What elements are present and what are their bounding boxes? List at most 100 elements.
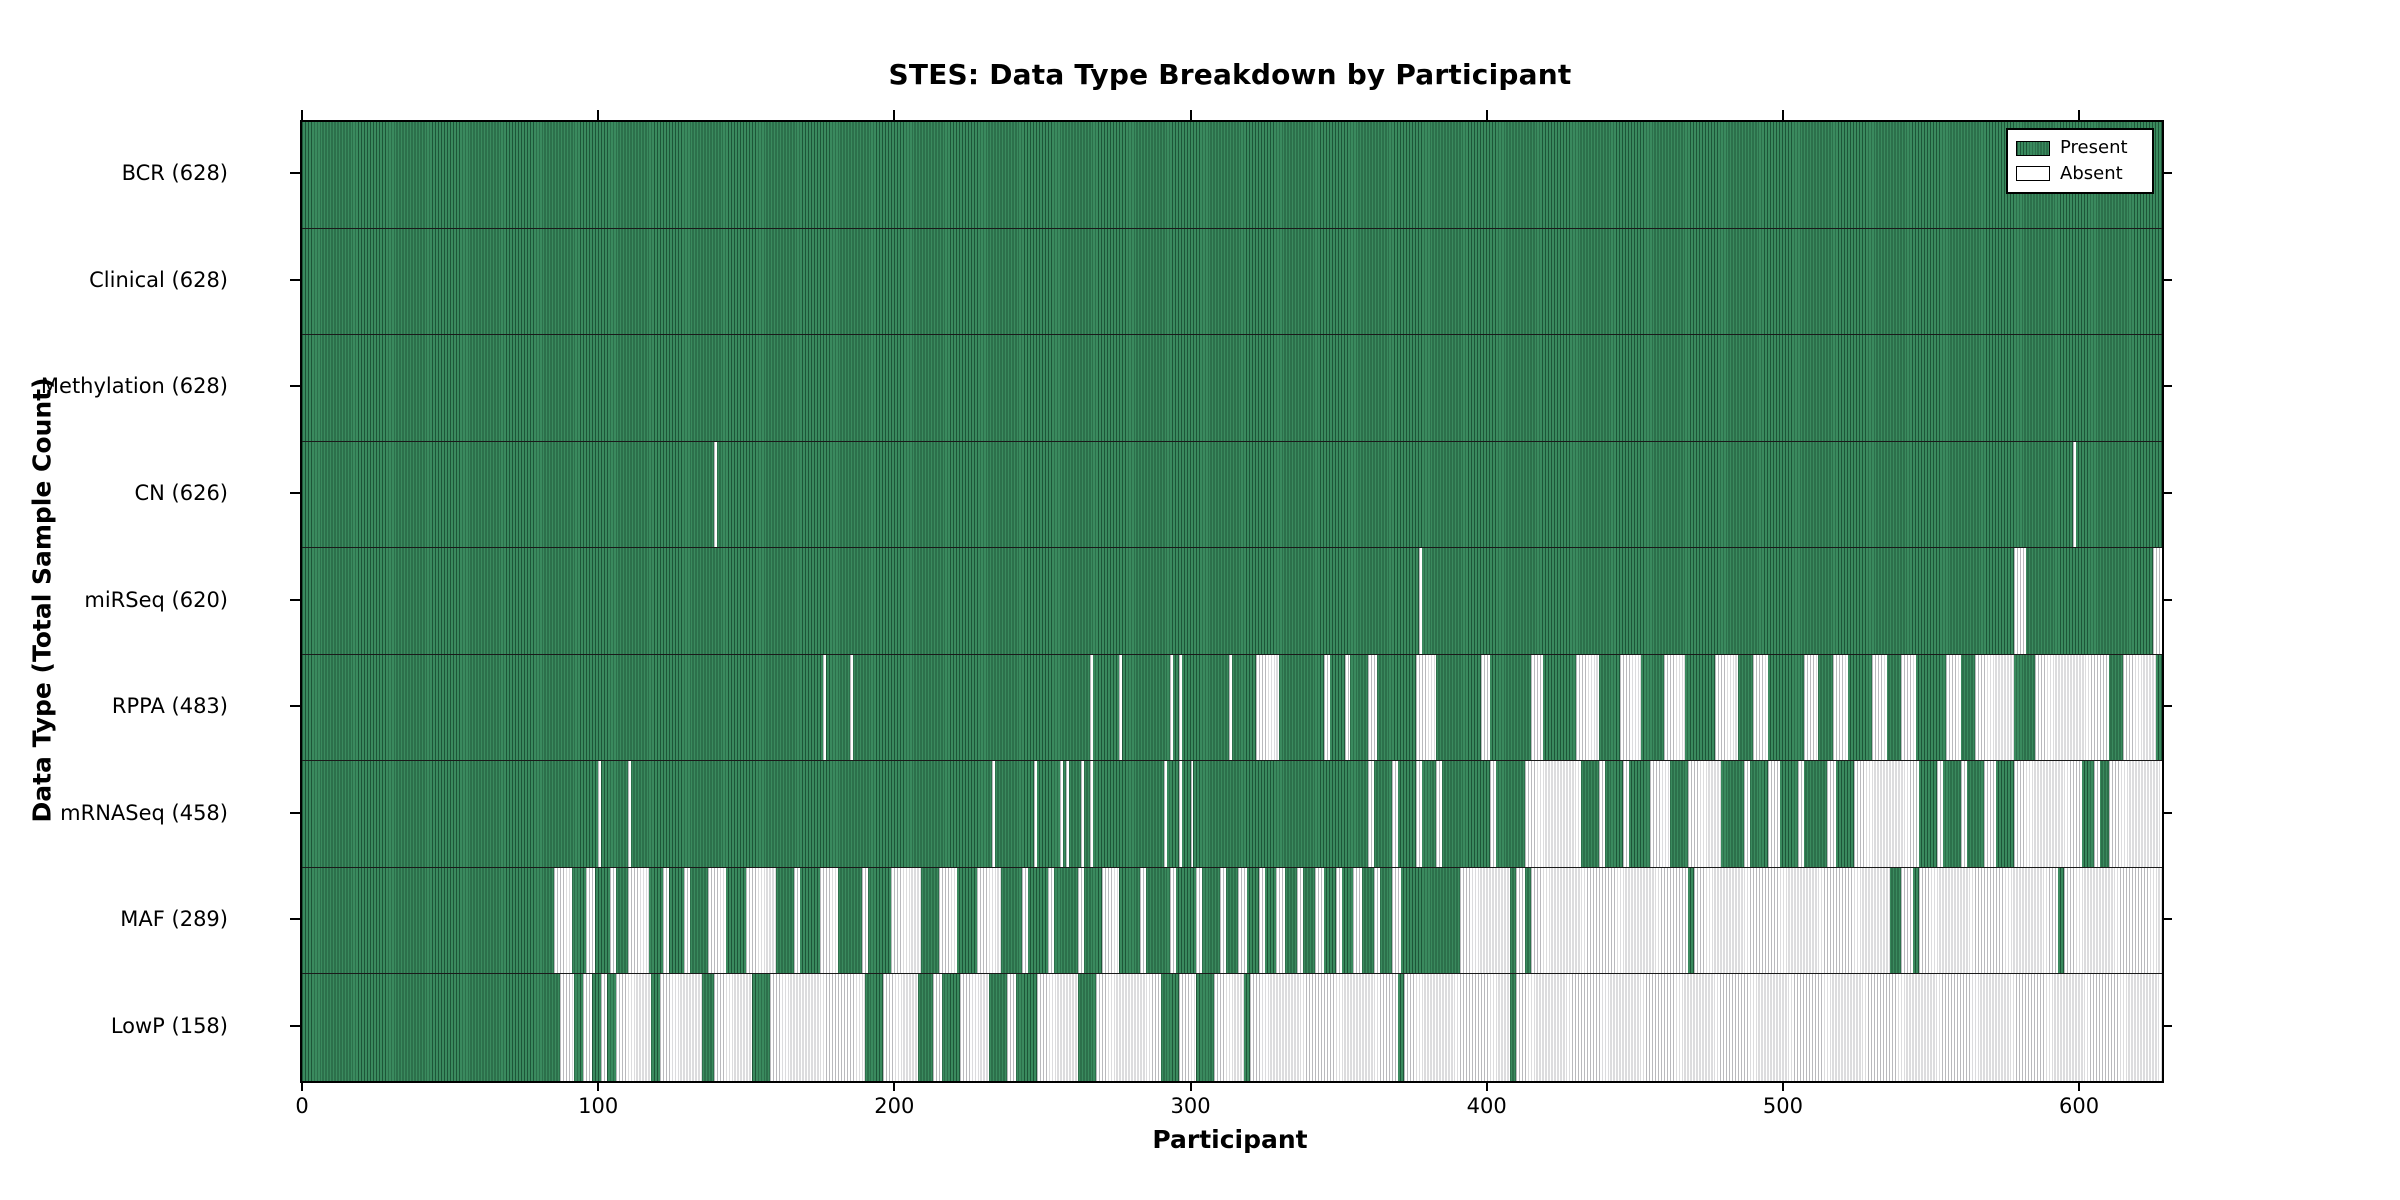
absent-segment (2034, 654, 2109, 761)
absent-segment (1403, 974, 1511, 1081)
present-swatch-icon (2016, 140, 2050, 156)
absent-segment (1415, 654, 1437, 761)
absent-segment (2123, 654, 2157, 761)
chart-title: STES: Data Type Breakdown by Participant (888, 58, 1572, 91)
x-tick-label-200: 200 (874, 1094, 915, 1118)
absent-segment (1255, 654, 1280, 761)
absent-segment (1531, 654, 1543, 761)
absent-segment (1871, 654, 1887, 761)
y-tick-mark (290, 811, 300, 814)
y-tick-label-mrnaseq: mRNASeq (458) (60, 800, 228, 825)
absent-segment (992, 761, 996, 867)
y-tick-label-bcr: BCR (628) (121, 161, 228, 186)
absent-segment (1516, 867, 1526, 974)
absent-segment (707, 867, 726, 974)
x-tick-mark (2078, 110, 2081, 120)
absent-segment (1975, 654, 2014, 761)
y-tick-mark (2162, 278, 2172, 281)
absent-segment (1803, 654, 1819, 761)
present-bars (302, 654, 2162, 761)
absent-segment (610, 867, 616, 974)
absent-segment (823, 654, 827, 761)
absent-segment (1169, 654, 1173, 761)
x-tick-mark (301, 110, 303, 120)
absent-segment (1101, 867, 1120, 974)
x-tick-mark (597, 110, 600, 120)
absent-segment (1714, 654, 1739, 761)
y-tick-mark (290, 1024, 300, 1027)
absent-segment (684, 867, 690, 974)
absent-segment (1622, 761, 1629, 867)
legend-entry-absent: Absent (2016, 164, 2144, 183)
absent-segment (1960, 761, 1967, 867)
legend-entry-present: Present (2016, 139, 2144, 157)
absent-segment (1694, 867, 1890, 974)
absent-segment (583, 974, 593, 1081)
row-clinical (302, 228, 2162, 336)
y-tick-mark (2162, 385, 2172, 388)
absent-segment (2073, 441, 2077, 548)
row-methylation (302, 335, 2162, 442)
y-tick-mark (290, 385, 300, 388)
absent-segment (598, 761, 602, 867)
absent-segment (2013, 761, 2083, 867)
absent-segment (627, 761, 631, 867)
absent-segment (977, 867, 1001, 974)
absent-segment (1531, 867, 1689, 974)
x-axis-title: Participant (1152, 1125, 1308, 1154)
absent-segment (1599, 761, 1606, 867)
absent-segment (1768, 761, 1780, 867)
x-tick-label-100: 100 (578, 1094, 619, 1118)
absent-segment (1744, 761, 1751, 867)
absent-segment (891, 867, 921, 974)
row-lowp (302, 974, 2162, 1081)
present-bars (302, 548, 2162, 654)
absent-segment (1415, 761, 1422, 867)
row-mirseq (302, 548, 2162, 655)
y-tick-mark (2162, 1024, 2172, 1027)
absent-swatch-icon (2016, 166, 2050, 182)
y-tick-mark (2162, 598, 2172, 601)
absent-segment (1575, 654, 1600, 761)
absent-segment (1368, 761, 1375, 867)
absent-segment (2153, 548, 2162, 654)
absent-segment (1169, 867, 1176, 974)
absent-segment (2064, 867, 2162, 974)
absent-segment (1797, 761, 1804, 867)
absent-segment (1418, 548, 1422, 654)
absent-segment (746, 867, 776, 974)
x-tick-mark (1485, 110, 1488, 120)
present-bars (302, 335, 2162, 441)
present-bars (302, 441, 2162, 548)
absent-segment (1901, 867, 1914, 974)
absent-segment (1833, 654, 1849, 761)
absent-segment (2108, 761, 2162, 867)
x-tick-mark (1781, 1081, 1784, 1091)
absent-segment (849, 654, 853, 761)
absent-segment (1919, 867, 2059, 974)
absent-segment (1178, 761, 1182, 867)
absent-segment (1237, 867, 1247, 974)
y-tick-label-clinical: Clinical (628) (89, 267, 228, 292)
row-cn (302, 441, 2162, 549)
absent-segment (1196, 867, 1203, 974)
absent-segment (1480, 654, 1490, 761)
absent-segment (1323, 654, 1330, 761)
x-tick-label-400: 400 (1466, 1094, 1507, 1118)
x-tick-mark (1189, 1081, 1192, 1091)
absent-segment (1344, 654, 1351, 761)
absent-segment (663, 867, 670, 974)
absent-segment (1664, 654, 1686, 761)
y-tick-mark (2162, 172, 2172, 175)
absent-segment (882, 974, 919, 1081)
absent-segment (586, 867, 596, 974)
x-tick-mark (301, 1081, 303, 1091)
absent-segment (1033, 761, 1037, 867)
absent-segment (938, 867, 957, 974)
x-tick-label-500: 500 (1762, 1094, 1803, 1118)
x-tick-label-600: 600 (2059, 1094, 2100, 1118)
absent-segment (1095, 974, 1161, 1081)
y-tick-label-rppa: RPPA (483) (111, 694, 228, 719)
absent-segment (1436, 761, 1443, 867)
y-tick-mark (2162, 811, 2172, 814)
